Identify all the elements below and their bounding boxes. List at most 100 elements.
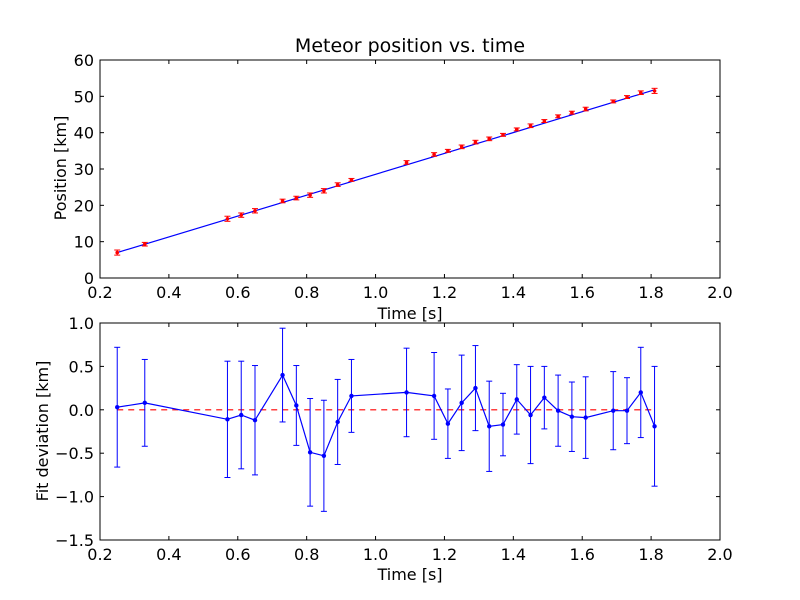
data-point <box>459 145 464 149</box>
data-point <box>239 412 244 418</box>
y-tick-label: 0.0 <box>69 401 94 420</box>
x-tick-label: 0.8 <box>294 283 319 302</box>
data-point <box>335 182 340 187</box>
data-point <box>349 393 354 399</box>
data-point <box>638 390 643 395</box>
data-point <box>280 199 285 203</box>
x-tick-label: 0.6 <box>225 283 250 302</box>
data-point <box>652 424 657 429</box>
data-point <box>308 193 312 197</box>
y-tick-label: −0.5 <box>55 444 94 463</box>
x-tick-label: 1.8 <box>638 283 663 302</box>
data-point <box>115 250 120 255</box>
data-point <box>335 419 340 425</box>
x-tick-label: 1.4 <box>501 283 526 302</box>
x-tick-label: 1.0 <box>363 545 388 564</box>
y-tick-label: 0.5 <box>69 357 94 376</box>
plot-frame <box>99 322 721 541</box>
data-point <box>225 216 230 221</box>
data-point <box>322 189 326 193</box>
y-tick-label: −1.0 <box>55 488 94 507</box>
y-axis-label: Position [km] <box>51 116 70 221</box>
data-point <box>446 149 450 153</box>
y-axis-label: Fit deviation [km] <box>33 361 52 502</box>
plot-frame <box>99 59 721 279</box>
x-tick-label: 1.0 <box>363 283 388 302</box>
x-axis-label: Time [s] <box>376 565 442 584</box>
data-point <box>252 418 258 423</box>
data-point <box>583 107 588 111</box>
data-point <box>514 127 519 132</box>
data-point <box>473 140 478 144</box>
data-point <box>253 208 257 213</box>
data-point <box>611 99 616 104</box>
data-point <box>652 89 657 93</box>
x-tick-label: 2.0 <box>707 545 732 564</box>
data-point <box>514 397 519 402</box>
x-tick-label: 0.8 <box>294 545 319 564</box>
x-tick-label: 1.8 <box>638 545 663 564</box>
chart-title: Meteor position vs. time <box>295 35 525 57</box>
y-tick-label: 20 <box>74 196 94 215</box>
x-tick-label: 1.4 <box>501 545 526 564</box>
data-point <box>225 417 230 422</box>
data-point <box>404 160 409 165</box>
x-axis-label: Time [s] <box>376 304 442 323</box>
x-tick-label: 0.4 <box>156 545 181 564</box>
y-tick-label: −1.5 <box>55 531 94 550</box>
data-point <box>432 152 436 157</box>
deviation-panel: Time [s] Fit deviation [km] 0.2 0.4 0.6 0.8… <box>33 314 733 584</box>
data-point <box>404 390 409 395</box>
x-tick-label: 1.6 <box>569 283 594 302</box>
data-point <box>473 385 478 391</box>
data-point <box>280 372 285 378</box>
x-tick-label: 1.2 <box>432 545 457 564</box>
data-point <box>500 422 506 427</box>
data-point <box>570 110 574 115</box>
data-point <box>431 393 437 399</box>
data-point <box>294 196 299 200</box>
x-tick-label: 1.6 <box>569 545 594 564</box>
data-point <box>349 178 354 182</box>
data-point <box>487 137 492 141</box>
y-tick-label: 40 <box>74 124 94 143</box>
data-point <box>115 404 120 410</box>
x-tick-label: 1.2 <box>432 283 457 302</box>
data-point <box>528 123 533 128</box>
data-point <box>638 90 643 95</box>
y-tick-label: 1.0 <box>69 314 94 333</box>
x-tick-label: 0.4 <box>156 283 181 302</box>
data-point <box>569 414 575 419</box>
data-point <box>501 133 505 137</box>
data-point <box>624 408 630 413</box>
data-point <box>445 421 451 426</box>
series-line <box>117 373 656 457</box>
x-tick-label: 0.2 <box>87 545 112 564</box>
y-tick-label: 0 <box>84 269 94 288</box>
data-point <box>542 395 547 400</box>
position-panel: Meteor position vs. time Time [s] Positi… <box>51 35 733 323</box>
x-tick-label: 0.6 <box>225 545 250 564</box>
data-point <box>583 415 588 420</box>
data-point <box>307 450 313 455</box>
data-point <box>142 242 147 247</box>
x-tick-label: 0.2 <box>87 283 112 302</box>
y-tick-label: 60 <box>74 51 94 70</box>
data-point <box>459 400 464 406</box>
y-tick-label: 10 <box>74 233 94 252</box>
data-point <box>555 408 561 413</box>
data-point <box>528 412 533 418</box>
data-point <box>294 403 299 408</box>
x-tick-label: 2.0 <box>707 283 732 302</box>
y-tick-label: 50 <box>74 87 94 106</box>
fit-line <box>117 89 655 254</box>
data-point <box>142 400 147 406</box>
data-point <box>487 424 492 429</box>
data-point <box>239 213 244 217</box>
data-point <box>611 408 616 413</box>
y-tick-label: 30 <box>74 160 94 179</box>
data-point <box>625 95 629 99</box>
data-point <box>321 453 327 459</box>
data-point <box>556 114 560 119</box>
